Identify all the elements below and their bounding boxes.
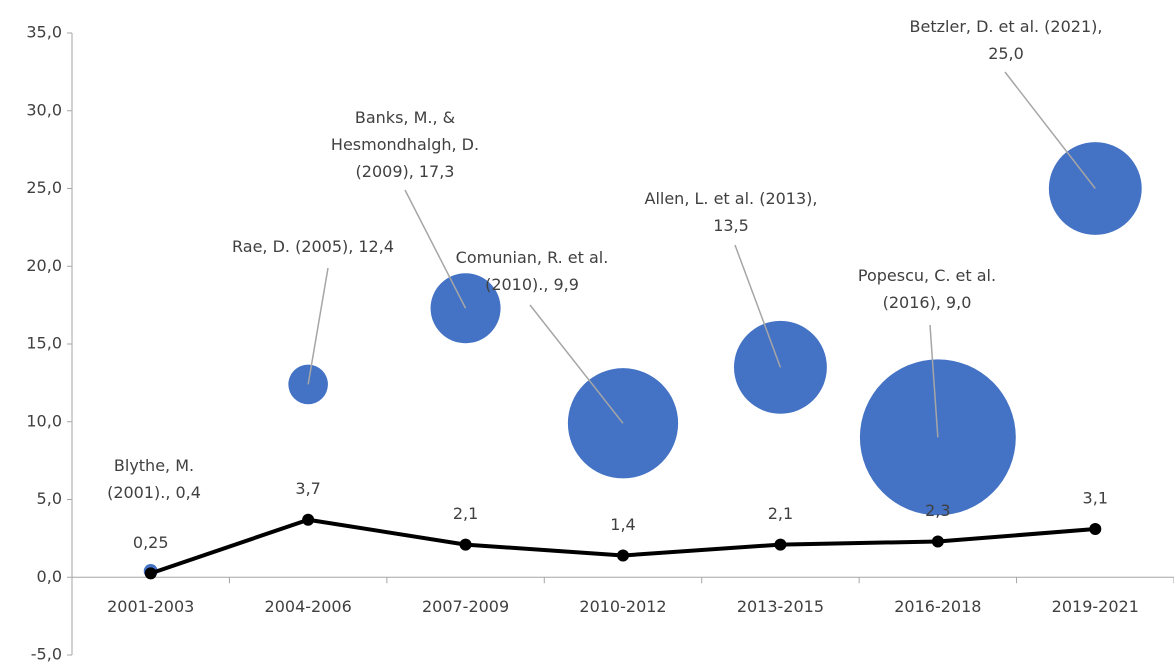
line-point bbox=[144, 567, 157, 580]
x-tick-label: 2013-2015 bbox=[737, 597, 824, 616]
bubble-label-line: Blythe, M. bbox=[114, 456, 194, 475]
line-value-label: 2,1 bbox=[768, 504, 793, 523]
line-point bbox=[617, 549, 629, 562]
bubble-value-label: 9,9 bbox=[553, 275, 578, 294]
bubble-label-line: (2001)., bbox=[107, 483, 170, 502]
bubble-label-line: Banks, M., & bbox=[355, 108, 455, 127]
bubble-label: Rae, D. (2005), 12,4 bbox=[232, 237, 394, 256]
y-tick-label: 0,0 bbox=[37, 567, 62, 586]
leader-line bbox=[734, 244, 782, 368]
y-tick-label: 30,0 bbox=[26, 100, 62, 119]
x-tick-label: 2007-2009 bbox=[422, 597, 509, 616]
leader-line bbox=[1004, 71, 1096, 189]
bubble-label: Comunian, R. et al. (2010)., 9,9 bbox=[456, 248, 609, 294]
line-value-label: 1,4 bbox=[610, 515, 635, 534]
bubble-label: Popescu, C. et al. (2016), 9,0 bbox=[858, 266, 996, 312]
leader-line bbox=[929, 324, 939, 438]
x-tick-label: 2016-2018 bbox=[894, 597, 981, 616]
y-tick-label: -5,0 bbox=[31, 645, 62, 664]
y-tick-label: 35,0 bbox=[26, 23, 62, 42]
bubble-value-label: 9,0 bbox=[946, 293, 971, 312]
leader-line bbox=[529, 304, 624, 424]
x-tick-label: 2019-2021 bbox=[1052, 597, 1139, 616]
bubble bbox=[859, 359, 1016, 516]
bubble-label-line: Betzler, D. et al. (2021), bbox=[910, 17, 1103, 36]
bubble-value-label: 25,0 bbox=[988, 44, 1024, 63]
y-tick-label: 15,0 bbox=[26, 334, 62, 353]
bubble-label: Betzler, D. et al. (2021), 25,0 bbox=[910, 17, 1103, 63]
bubble-label-line: Popescu, C. et al. bbox=[858, 266, 996, 285]
line-point bbox=[1089, 523, 1102, 536]
bubble-label-line: (2009), bbox=[356, 162, 414, 181]
bubble-label: Allen, L. et al. (2013), 13,5 bbox=[645, 189, 818, 235]
x-tick-label: 2001-2003 bbox=[107, 597, 194, 616]
bubble-value-label: 0,4 bbox=[175, 483, 200, 502]
line-value-label: 0,25 bbox=[133, 533, 169, 552]
bubble-label: Banks, M., & Hesmondhalgh, D. (2009), 17,3 bbox=[331, 108, 479, 181]
bubble-value-label: 17,3 bbox=[419, 162, 455, 181]
y-tick-label: 10,0 bbox=[26, 411, 62, 430]
line-point bbox=[459, 538, 472, 551]
bubble-label: Blythe, M. (2001)., 0,4 bbox=[107, 456, 201, 502]
y-tick-label: 25,0 bbox=[26, 178, 62, 197]
line-point bbox=[302, 513, 315, 526]
line-value-label: 2,3 bbox=[925, 501, 950, 520]
bubble-label-line: Allen, L. et al. (2013), bbox=[645, 189, 818, 208]
leader-line bbox=[404, 189, 467, 309]
bubble-label-line: (2016), bbox=[883, 293, 941, 312]
line-value-label: 2,1 bbox=[453, 504, 478, 523]
line-value-label: 3,7 bbox=[295, 479, 320, 498]
bubble-label-line: Comunian, R. et al. bbox=[456, 248, 609, 267]
line-point bbox=[774, 538, 787, 551]
bubble-label-line: (2010)., bbox=[485, 275, 548, 294]
bubble-label-line: Rae, D. (2005), bbox=[232, 237, 353, 256]
x-tick-label: 2004-2006 bbox=[265, 597, 352, 616]
bubble-label-line: Hesmondhalgh, D. bbox=[331, 135, 479, 154]
bubble-value-label: 12,4 bbox=[358, 237, 394, 256]
y-tick-label: 20,0 bbox=[26, 256, 62, 275]
y-tick-label: 5,0 bbox=[37, 489, 62, 508]
leader-line bbox=[307, 267, 329, 385]
line-point bbox=[931, 535, 944, 548]
x-tick-label: 2010-2012 bbox=[579, 597, 666, 616]
line-value-label: 3,1 bbox=[1083, 489, 1108, 508]
bubble-value-label: 13,5 bbox=[713, 216, 749, 235]
